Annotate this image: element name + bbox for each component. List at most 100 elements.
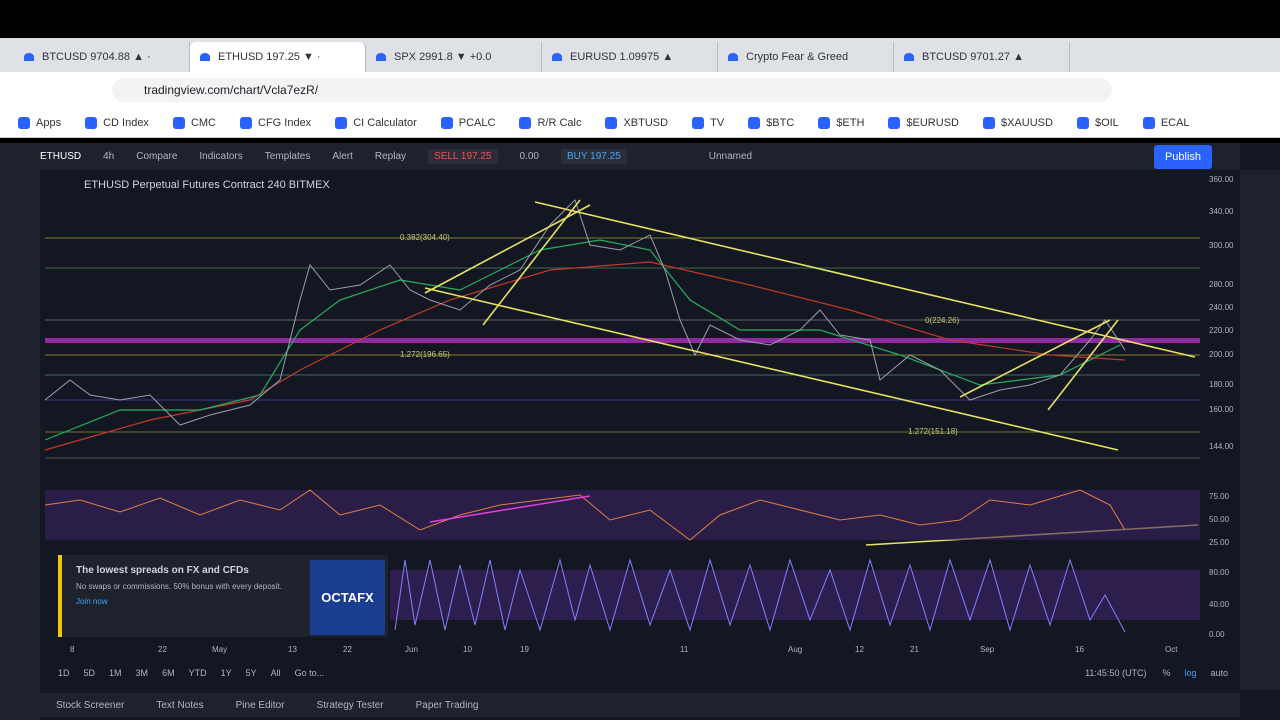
url[interactable]: tradingview.com/chart/Vcla7ezR/ — [112, 78, 1112, 102]
bookmarks-bar: Apps CD Index CMC CFG Index CI Calculator PCA… — [0, 108, 1280, 138]
scale-option[interactable]: % — [1162, 668, 1171, 678]
right-panel — [1240, 170, 1280, 690]
fib-label: 0(224.26) — [925, 316, 960, 325]
price-series — [44, 199, 1126, 426]
price-label: 180.00 — [1209, 380, 1234, 389]
chart-toolbar: ETHUSD 4h Compare Indicators Templates Aler… — [40, 143, 1240, 170]
bookmark[interactable]: XBTUSD — [605, 117, 668, 129]
time-label: Jun — [405, 645, 418, 654]
bookmark[interactable]: PCALC — [441, 117, 496, 129]
tab[interactable]: EURUSD 1.09975 ▲ — [542, 42, 718, 72]
tab[interactable]: Crypto Fear & Greed — [718, 42, 894, 72]
ad-cta[interactable]: Join now — [76, 597, 108, 606]
scale-option[interactable]: log — [1184, 668, 1197, 678]
time-label: 21 — [910, 645, 919, 654]
price-label: 360.00 — [1209, 175, 1234, 184]
toolbar-item[interactable]: Alert — [332, 151, 353, 162]
bookmark[interactable]: ECAL — [1143, 117, 1190, 129]
stoch-label: 40.00 — [1209, 600, 1230, 609]
price-label: 340.00 — [1209, 207, 1234, 216]
bookmark[interactable]: CI Calculator — [335, 117, 417, 129]
bottom-tab[interactable]: Paper Trading — [415, 699, 479, 711]
bookmark[interactable]: CFG Index — [240, 117, 311, 129]
sell[interactable]: SELL 197.25 — [428, 149, 498, 164]
toolbar-items: Compare Indicators Templates Alert Replay — [136, 151, 428, 162]
stoch-band — [390, 570, 1200, 620]
rsi-trend — [429, 495, 591, 523]
range-button[interactable]: 1D — [58, 668, 70, 678]
ad-brand[interactable]: OCTAFX — [310, 560, 385, 635]
bookmark[interactable]: R/R Calc — [519, 117, 581, 129]
tab[interactable]: BTCUSD 9704.88 ▲ · — [14, 42, 190, 72]
range-button[interactable]: 1M — [109, 668, 122, 678]
price-label: 200.00 — [1209, 350, 1234, 359]
bookmark[interactable]: $ETH — [818, 117, 864, 129]
trend-lines — [424, 199, 1199, 546]
ad-body: No swaps or commissions. 50% bonus with … — [76, 582, 282, 591]
rsi-label: 75.00 — [1209, 492, 1230, 501]
bookmark[interactable]: CD Index — [85, 117, 149, 129]
ma-short — [44, 239, 1121, 441]
rsi-band — [45, 490, 1200, 540]
time-label: 8 — [70, 645, 75, 654]
range-button[interactable]: 6M — [162, 668, 175, 678]
range-button[interactable]: 1Y — [220, 668, 232, 678]
time-label: 22 — [158, 645, 167, 654]
chart: ETHUSD Perpetual Futures Contract 240 BI… — [40, 170, 1205, 650]
time-label: Aug — [788, 645, 803, 654]
range-button[interactable]: 5D — [83, 668, 96, 678]
range-button[interactable]: 3M — [135, 668, 149, 678]
range-button[interactable]: YTD — [188, 668, 207, 678]
fib-label: 0.382(304.40) — [400, 233, 450, 242]
scale-options: % log auto — [1162, 668, 1240, 678]
time-label: 10 — [463, 645, 472, 654]
scale-option[interactable]: auto — [1210, 668, 1228, 678]
spread: 0.00 — [519, 151, 539, 162]
range-button[interactable]: All — [270, 668, 281, 678]
tab[interactable]: BTCUSD 9701.27 ▲ — [894, 42, 1070, 72]
buy[interactable]: BUY 197.25 — [560, 149, 627, 164]
time-label: Sep — [980, 645, 995, 654]
bookmark[interactable]: $BTC — [748, 117, 794, 129]
bookmark[interactable]: $XAUUSD — [983, 117, 1053, 129]
legend: ETHUSD Perpetual Futures Contract 240 BI… — [84, 179, 330, 191]
stoch-line — [394, 558, 1126, 633]
bookmark[interactable]: CMC — [173, 117, 216, 129]
tab[interactable]: ETHUSD 197.25 ▼ · — [190, 42, 366, 72]
ma-long — [44, 261, 1126, 451]
fib-label: 1.272(151.18) — [908, 427, 958, 436]
toolbar-item[interactable]: Replay — [374, 151, 407, 162]
price-label: 240.00 — [1209, 303, 1234, 312]
time-label: May — [212, 645, 228, 654]
range-button[interactable]: Go to... — [294, 668, 325, 678]
time-label: 13 — [288, 645, 297, 654]
bottom-tab[interactable]: Stock Screener — [56, 699, 125, 711]
toolbar-item[interactable]: Templates — [264, 151, 311, 162]
price-axis: 360.00 340.00 300.00 280.00 240.00 220.00 200.… — [1205, 170, 1240, 650]
bottom-tab[interactable]: Text Notes — [156, 699, 204, 711]
bookmark[interactable]: TV — [692, 117, 724, 129]
toolbar-item[interactable]: Indicators — [199, 151, 243, 162]
tab[interactable]: SPX 2991.8 ▼ +0.0 — [366, 42, 542, 72]
symbol[interactable]: ETHUSD — [40, 151, 82, 162]
price-label: 144.00 — [1209, 442, 1234, 451]
bookmark[interactable]: $OIL — [1077, 117, 1119, 129]
bottom-tab[interactable]: Strategy Tester — [316, 699, 384, 711]
fib-label: 1.272(196.65) — [400, 350, 450, 359]
time-label: Oct — [1165, 645, 1178, 654]
bottom-panel: Stock Screener Text Notes Pine Editor Strat… — [40, 693, 1240, 717]
layout-name[interactable]: Unnamed — [708, 151, 753, 162]
publish-button[interactable]: Publish — [1154, 145, 1212, 169]
bottom-tab[interactable]: Pine Editor — [235, 699, 285, 711]
ranges: 1D 5D 1M 3M 6M YTD 1Y 5Y All Go to... — [40, 668, 324, 678]
rsi-label: 50.00 — [1209, 515, 1230, 524]
buy-label: BUY — [566, 151, 588, 162]
bookmark[interactable]: Apps — [18, 117, 61, 129]
range-button[interactable]: 5Y — [245, 668, 257, 678]
bookmark[interactable]: $EURUSD — [888, 117, 959, 129]
price-label: 160.00 — [1209, 405, 1234, 414]
time-label: 19 — [520, 645, 529, 654]
toolbar-item[interactable]: Compare — [136, 151, 178, 162]
range-bar: 1D 5D 1M 3M 6M YTD 1Y 5Y All Go to... 11:45:50 (U… — [40, 662, 1240, 684]
interval[interactable]: 4h — [103, 151, 115, 162]
